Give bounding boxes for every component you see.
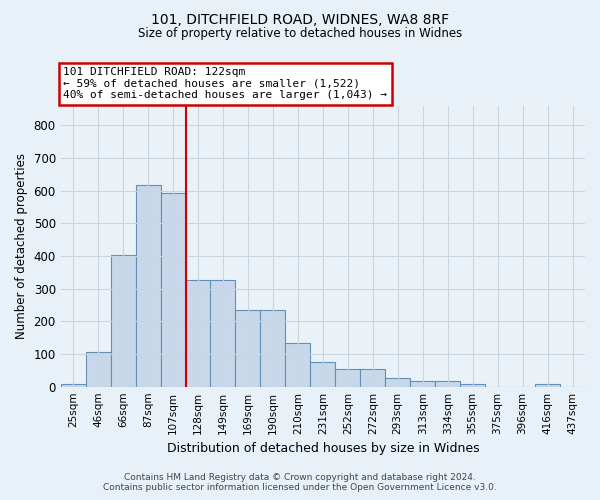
Bar <box>460 384 485 386</box>
X-axis label: Distribution of detached houses by size in Widnes: Distribution of detached houses by size … <box>167 442 479 455</box>
Bar <box>310 362 335 386</box>
Y-axis label: Number of detached properties: Number of detached properties <box>15 154 28 340</box>
Bar <box>110 256 136 386</box>
Bar <box>385 378 410 386</box>
Text: Contains HM Land Registry data © Crown copyright and database right 2024.
Contai: Contains HM Land Registry data © Crown c… <box>103 473 497 492</box>
Bar <box>235 310 260 386</box>
Bar <box>335 370 360 386</box>
Bar <box>161 193 185 386</box>
Bar <box>61 384 86 386</box>
Bar <box>410 381 435 386</box>
Text: 101, DITCHFIELD ROAD, WIDNES, WA8 8RF: 101, DITCHFIELD ROAD, WIDNES, WA8 8RF <box>151 12 449 26</box>
Bar <box>286 342 310 386</box>
Bar <box>360 370 385 386</box>
Bar <box>211 280 235 386</box>
Bar <box>535 384 560 386</box>
Bar <box>260 310 286 386</box>
Bar <box>136 185 161 386</box>
Text: 101 DITCHFIELD ROAD: 122sqm
← 59% of detached houses are smaller (1,522)
40% of : 101 DITCHFIELD ROAD: 122sqm ← 59% of det… <box>63 67 387 100</box>
Bar <box>185 280 211 386</box>
Text: Size of property relative to detached houses in Widnes: Size of property relative to detached ho… <box>138 28 462 40</box>
Bar <box>86 352 110 386</box>
Bar <box>435 381 460 386</box>
